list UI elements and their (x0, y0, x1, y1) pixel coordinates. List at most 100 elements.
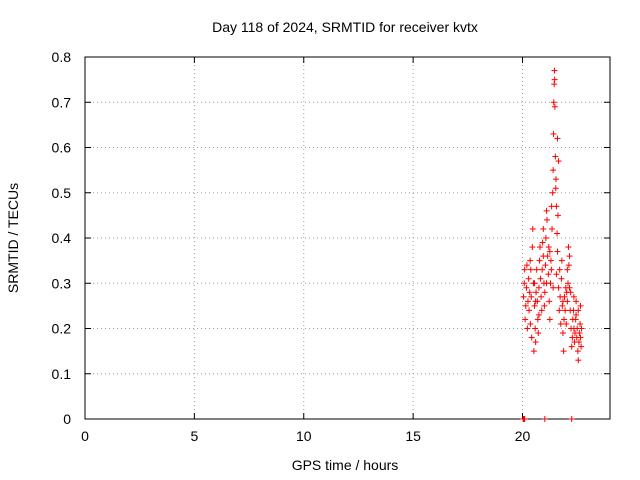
data-point (541, 302, 548, 309)
data-point (548, 203, 555, 210)
data-point (533, 289, 540, 296)
data-point (554, 135, 561, 142)
data-point (554, 230, 561, 237)
grid-layer (85, 57, 610, 419)
data-point (536, 257, 543, 264)
x-axis-label: GPS time / hours (292, 457, 399, 473)
data-point (556, 266, 563, 273)
data-point (520, 293, 527, 300)
data-point (527, 266, 534, 273)
data-point (532, 298, 539, 305)
data-point (552, 153, 559, 160)
tick-layer: 0 5 10 15 20 0 0.1 0.2 0.3 0.4 0.5 0.6 0.7 0.8 (52, 49, 610, 444)
data-point (561, 316, 568, 323)
data-point (559, 302, 566, 309)
data-point (527, 320, 534, 327)
data-point (577, 334, 584, 341)
data-point (539, 239, 546, 246)
data-point (524, 298, 531, 305)
data-point (560, 348, 567, 355)
data-point (575, 339, 582, 346)
data-point (559, 330, 566, 337)
x-tick-label: 0 (81, 428, 89, 444)
data-point (558, 275, 565, 282)
data-point (555, 158, 562, 165)
data-point (565, 244, 572, 251)
data-point (561, 293, 568, 300)
data-point (573, 298, 580, 305)
x-tick-label: 20 (515, 428, 531, 444)
data-point (531, 280, 538, 287)
plot-frame (84, 56, 611, 420)
data-point (528, 334, 535, 341)
data-point (537, 275, 544, 282)
data-point (544, 216, 550, 223)
data-point (578, 325, 585, 332)
data-point (521, 416, 528, 422)
y-axis-label: SRMTID / TECUs (5, 183, 21, 293)
data-point (549, 225, 556, 232)
data-point (565, 262, 572, 269)
data-point (521, 266, 528, 273)
data-point (557, 320, 564, 327)
data-point (549, 189, 556, 196)
data-point (534, 316, 541, 323)
x-tick-label: 10 (296, 428, 312, 444)
data-point (546, 248, 553, 255)
data-point (553, 271, 560, 278)
data-point (528, 293, 535, 300)
data-point (551, 76, 558, 83)
data-point (532, 339, 539, 346)
data-point (525, 275, 532, 282)
data-point (570, 293, 577, 300)
data-point (541, 416, 548, 422)
data-point (550, 167, 557, 174)
y-tick-label: 0.1 (52, 366, 72, 382)
data-point (575, 307, 582, 314)
y-tick-label: 0.7 (52, 94, 72, 110)
data-point (551, 103, 558, 110)
data-point (548, 266, 555, 273)
data-point (541, 289, 548, 296)
data-point (578, 343, 585, 350)
data-point (546, 298, 553, 305)
y-tick-label: 0 (63, 411, 71, 427)
data-point (565, 280, 571, 287)
data-point (542, 262, 549, 269)
data-point (575, 357, 582, 364)
data-point (547, 257, 554, 264)
data-point (577, 302, 584, 309)
data-point (550, 284, 557, 291)
data-point (526, 307, 533, 314)
data-point (546, 316, 553, 323)
data-point (522, 302, 529, 309)
data-point (563, 320, 570, 327)
data-point (529, 244, 536, 251)
data-point (538, 293, 545, 300)
data-point (522, 316, 529, 323)
data-point (545, 271, 552, 278)
data-point (564, 266, 571, 273)
y-tick-label: 0.2 (52, 321, 72, 337)
data-point (566, 284, 573, 291)
data-point (558, 257, 565, 264)
data-point (573, 311, 580, 318)
data-point (574, 348, 581, 355)
data-point (554, 212, 561, 219)
data-point (559, 298, 566, 305)
data-point (550, 130, 557, 137)
x-tick-label: 15 (405, 428, 421, 444)
data-point (529, 225, 536, 232)
data-point (539, 266, 546, 273)
y-tick-label: 0.6 (52, 140, 72, 156)
data-point (568, 343, 575, 350)
y-tick-label: 0.8 (52, 49, 72, 65)
data-point (545, 244, 552, 251)
data-point (538, 307, 545, 314)
data-point (543, 280, 550, 287)
data-point (535, 284, 542, 291)
data-point (552, 185, 559, 192)
data-point (544, 253, 551, 260)
data-point (526, 289, 533, 296)
